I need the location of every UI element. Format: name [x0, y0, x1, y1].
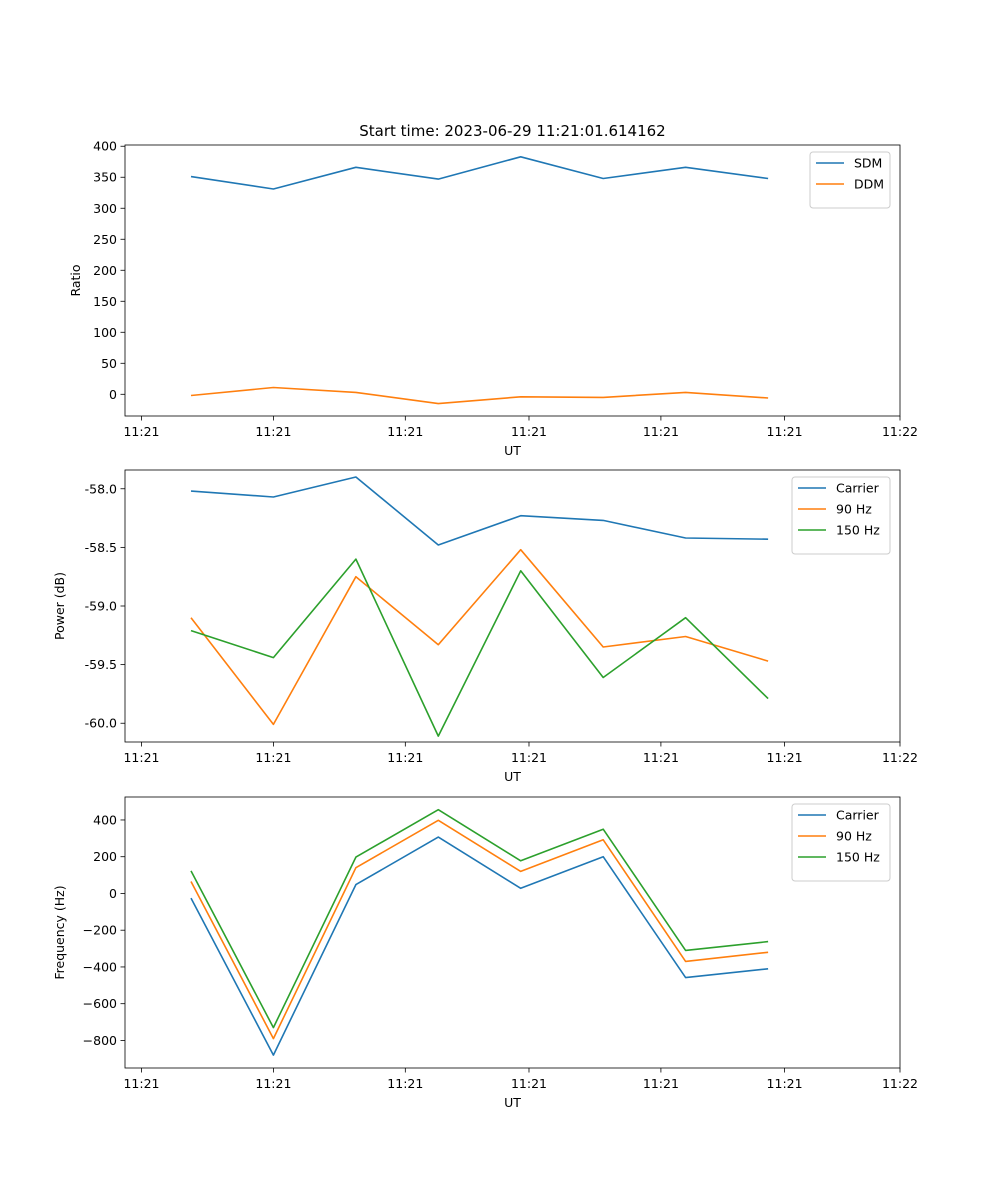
figure-title: Start time: 2023-06-29 11:21:01.614162 — [359, 122, 665, 140]
x-tick-label: 11:21 — [511, 750, 547, 765]
legend-label: Carrier — [836, 481, 880, 496]
x-tick-label: 11:22 — [882, 1076, 918, 1091]
x-tick-label: 11:21 — [643, 424, 679, 439]
y-tick-label: 0 — [109, 387, 117, 402]
x-axis-label: UT — [504, 443, 521, 458]
series-line-sdm — [190, 156, 769, 190]
x-tick-label: 11:21 — [643, 750, 679, 765]
x-tick-label: 11:21 — [123, 424, 159, 439]
legend: SDM DDM — [809, 151, 891, 209]
x-tick-label: 11:21 — [511, 424, 547, 439]
x-axis-label: UT — [504, 1095, 521, 1110]
x-tick-label: 11:21 — [643, 1076, 679, 1091]
chart-panel-1: 0 50 100 150 200 250 300 350 400 11:21 11:21 11:21 1… — [68, 139, 918, 458]
y-tick-label: −600 — [83, 996, 117, 1011]
y-tick-label: 100 — [93, 325, 117, 340]
chart-panel-2: -60.0 -59.5 -59.0 -58.5 -58.0 11:21 11:21 11:21… — [52, 469, 918, 784]
legend-box — [791, 476, 891, 555]
y-tick-label: -59.5 — [85, 657, 117, 672]
x-tick-label: 11:21 — [255, 424, 291, 439]
y-tick-label: −400 — [83, 959, 117, 974]
x-tick-label: 11:21 — [767, 424, 803, 439]
series-line-150-hz — [190, 558, 769, 737]
y-axis-label: Frequency (Hz) — [52, 885, 67, 979]
x-tick-label: 11:21 — [255, 750, 291, 765]
axes-frame — [124, 469, 901, 743]
x-tick-label: 11:21 — [767, 750, 803, 765]
x-tick-label: 11:22 — [882, 424, 918, 439]
y-tick-label: 350 — [93, 170, 117, 185]
series-line-90-hz — [190, 548, 769, 726]
y-tick-label: 0 — [109, 886, 117, 901]
y-tick-label: −800 — [83, 1033, 117, 1048]
y-tick-label: 300 — [93, 201, 117, 216]
legend: Carrier 90 Hz 150 Hz — [791, 803, 891, 882]
legend-box — [809, 151, 891, 209]
legend-label: SDM — [854, 156, 882, 171]
y-tick-label: -58.5 — [85, 540, 117, 555]
legend-label: 150 Hz — [836, 523, 880, 538]
legend-label: DDM — [854, 177, 884, 192]
y-axis-label: Power (dB) — [52, 572, 67, 640]
x-tick-label: 11:21 — [123, 750, 159, 765]
y-tick-label: 400 — [93, 139, 117, 154]
x-tick-label: 11:21 — [387, 424, 423, 439]
y-tick-label: -58.0 — [85, 481, 117, 496]
legend-label: 90 Hz — [836, 829, 872, 844]
legend-label: 150 Hz — [836, 850, 880, 865]
x-tick-label: 11:21 — [387, 750, 423, 765]
y-tick-label: 50 — [101, 356, 117, 371]
y-axis-label: Ratio — [68, 264, 83, 296]
series-line-ddm — [190, 386, 769, 405]
y-tick-label: 200 — [93, 263, 117, 278]
chart-panel-3: −800 −600 −400 −200 0 200 400 11:21 11:21 11:21 11… — [52, 796, 918, 1110]
y-tick-label: 400 — [93, 812, 117, 827]
axes-frame — [124, 144, 901, 417]
y-tick-label: 250 — [93, 232, 117, 247]
x-tick-label: 11:22 — [882, 750, 918, 765]
series-line-90-hz — [190, 819, 769, 1040]
y-tick-label: 150 — [93, 294, 117, 309]
y-tick-label: 200 — [93, 849, 117, 864]
y-tick-label: −200 — [83, 923, 117, 938]
y-tick-label: -59.0 — [85, 599, 117, 614]
x-tick-label: 11:21 — [255, 1076, 291, 1091]
legend-label: Carrier — [836, 808, 880, 823]
x-tick-label: 11:21 — [511, 1076, 547, 1091]
x-tick-label: 11:21 — [387, 1076, 423, 1091]
x-axis-label: UT — [504, 769, 521, 784]
x-tick-label: 11:21 — [767, 1076, 803, 1091]
y-tick-label: -60.0 — [85, 716, 117, 731]
axes-frame — [124, 796, 901, 1069]
legend-box — [791, 803, 891, 882]
series-line-carrier — [190, 476, 769, 546]
legend: Carrier 90 Hz 150 Hz — [791, 476, 891, 555]
x-tick-label: 11:21 — [123, 1076, 159, 1091]
series-line-150-hz — [190, 808, 769, 1029]
series-line-carrier — [190, 836, 769, 1056]
legend-label: 90 Hz — [836, 502, 872, 517]
